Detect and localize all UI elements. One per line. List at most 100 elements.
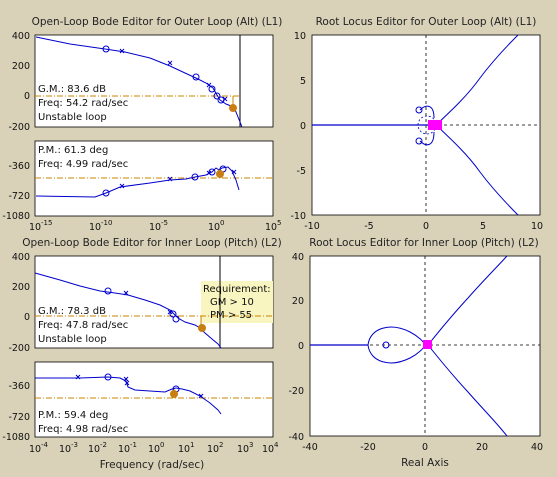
svg-text:400: 400 [12,252,30,263]
svg-text:20: 20 [476,442,488,453]
inner-gm-freq-text: Freq: 47.8 rad/sec [38,320,128,331]
pole-markers [75,374,204,399]
svg-text:-5: -5 [364,221,373,232]
zero-marker [104,373,112,381]
svg-text:5: 5 [277,219,281,227]
svg-text:10: 10 [207,444,219,455]
svg-text:20: 20 [292,296,304,307]
svg-text:10: 10 [148,444,160,455]
svg-text:200: 200 [12,282,30,293]
svg-text:-360: -360 [8,381,30,392]
svg-text:5: 5 [300,76,306,87]
svg-text:10: 10 [89,222,101,233]
locus-branch-upper [427,255,508,346]
svg-text:2: 2 [219,441,223,449]
svg-text:10: 10 [29,444,41,455]
svg-text:0: 0 [160,441,164,449]
svg-text:10: 10 [208,222,220,233]
svg-text:0: 0 [298,341,304,352]
svg-text:-10: -10 [290,211,306,222]
outer-gm-text: G.M.: 83.6 dB [38,84,106,95]
zero-marker [169,310,177,318]
outer-pm-dot[interactable] [216,170,224,178]
svg-text:0: 0 [300,121,306,132]
zero-marker [415,137,423,145]
rl-outer-yticks: 10 5 0 -5 -10 [290,31,306,222]
inner-mag-yticks: 400 200 0 -200 [8,252,30,354]
inner-phase-yticks: -360 -720 -1080 [2,381,30,443]
zero-marker [102,189,110,197]
zero-marker [415,106,423,114]
svg-text:-5: -5 [161,219,168,227]
svg-text:-720: -720 [8,412,30,423]
pole-markers [119,48,228,102]
outer-root-locus-axes[interactable]: 10 5 0 -5 -10 -10 -5 0 5 10 [290,31,543,232]
svg-text:-20: -20 [288,386,304,397]
closed-loop-poles[interactable] [423,340,432,349]
zero-marker [172,315,180,323]
inner-pm-dot[interactable] [170,390,178,398]
inner-magnitude-axes[interactable]: Requirement: GM > 10 PM > 55 400 200 0 -… [8,252,274,354]
requirement-pm: PM > 55 [210,310,252,321]
svg-text:10: 10 [237,444,249,455]
svg-text:0: 0 [220,219,224,227]
svg-text:0: 0 [24,91,30,102]
svg-text:-40: -40 [288,432,304,443]
rl-inner-xticks: -40 -20 0 20 40 [302,442,543,453]
svg-text:0: 0 [422,442,428,453]
svg-text:-200: -200 [8,343,30,354]
svg-text:-40: -40 [302,442,318,453]
inner-freq-ticks: 10 -4 10 -3 10 -2 10 -1 10 0 10 1 10 2 1… [29,441,279,455]
pole-markers [123,290,173,315]
svg-text:0: 0 [24,312,30,323]
outer-phase-axes[interactable]: -360 -720 -1080 P.M.: 61.3 deg Freq: 4.9… [2,140,274,222]
svg-text:-10: -10 [304,221,320,232]
svg-text:10: 10 [88,444,100,455]
rlocus-inner-title: Root Locus Editor for Inner Loop (Pitch)… [309,237,539,249]
closed-loop-poles[interactable] [428,120,442,130]
inner-gm-dot[interactable] [198,324,206,332]
svg-text:10: 10 [294,31,306,42]
outer-gm-dot[interactable] [229,104,237,112]
svg-text:-2: -2 [100,441,107,449]
outer-magnitude-axes[interactable]: 400 200 0 -200 G.M.: 83.6 dB Freq: 54.2 … [8,31,274,133]
zero-marker [191,173,199,181]
svg-text:-200: -200 [8,122,30,133]
svg-text:10: 10 [265,222,277,233]
svg-text:10: 10 [149,222,161,233]
zero-marker [192,73,200,81]
svg-text:10: 10 [178,444,190,455]
inner-root-locus-axes[interactable]: 40 20 0 -20 -40 -40 -20 0 20 40 [288,252,543,453]
svg-text:-360: -360 [8,161,30,172]
svg-text:400: 400 [12,31,30,42]
outer-pm-text: P.M.: 61.3 deg [38,145,108,156]
svg-text:0: 0 [423,221,429,232]
inner-phase-axes[interactable]: -360 -720 -1080 P.M.: 59.4 deg Freq: 4.9… [2,361,274,443]
svg-text:-3: -3 [71,441,78,449]
requirement-title: Requirement: [203,284,271,295]
svg-text:4: 4 [274,441,279,449]
svg-text:10: 10 [59,444,71,455]
svg-text:10: 10 [29,222,41,233]
outer-phase-curve [35,166,240,198]
svg-text:3: 3 [249,441,253,449]
outer-phase-yticks: -360 -720 -1080 [2,161,30,222]
svg-text:40: 40 [292,252,304,263]
frequency-axis-label: Frequency (rad/sec) [100,459,204,471]
zero-marker [208,168,216,176]
zero-marker [382,341,390,349]
svg-text:-20: -20 [360,442,376,453]
svg-text:10: 10 [262,444,274,455]
outer-magnitude-curve [35,36,243,128]
svg-text:1: 1 [190,441,194,449]
svg-text:-720: -720 [8,191,30,202]
svg-text:-1: -1 [130,441,137,449]
inner-pm-text: P.M.: 59.4 deg [38,410,108,421]
svg-text:10: 10 [531,221,543,232]
zero-marker [208,85,216,93]
svg-text:-10: -10 [101,219,112,227]
svg-text:-5: -5 [297,166,306,177]
locus-branch-upper [435,34,519,126]
inner-pm-freq-text: Freq: 4.98 rad/sec [38,424,128,435]
